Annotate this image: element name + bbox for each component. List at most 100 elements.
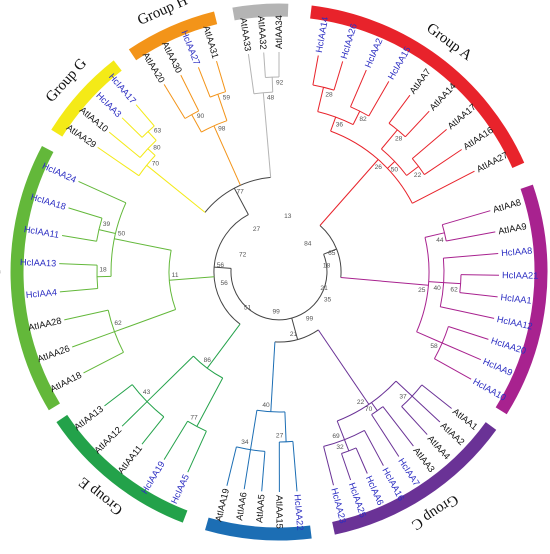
branch-radial (198, 67, 210, 97)
leaf-label: HcIAA24 (41, 161, 78, 185)
leaf-label: HcIAA5 (169, 473, 191, 505)
branch-radial (164, 84, 185, 118)
branch-radial (164, 421, 188, 459)
leaf-label: HcIAA4 (25, 287, 57, 300)
leaf-label: HcIAA15 (386, 45, 413, 81)
leaf-label: HcIAA27 (179, 29, 202, 66)
bootstrap-value: 37 (399, 393, 407, 400)
bootstrap-value: 39 (103, 221, 111, 228)
branch-radial (188, 431, 207, 472)
branch-radial (442, 343, 481, 360)
branch-radial (72, 332, 114, 347)
branch-radial (424, 150, 461, 175)
group-label-f: Group F (0, 254, 2, 305)
leaf-label: AtIAA10 (78, 105, 110, 134)
branch-radial (422, 385, 452, 409)
leaf-label: AtIAA32 (256, 16, 268, 50)
bootstrap-value: 92 (276, 80, 284, 87)
leaf-label: AtIAA31 (201, 24, 220, 59)
branch-radial (114, 239, 171, 250)
leaf-label: HcIAA14 (314, 16, 330, 53)
bootstrap-value: 86 (204, 357, 212, 364)
leaf-label: AtIAA26 (36, 343, 71, 364)
bootstrap-value: 65 (328, 250, 336, 257)
branch-radial (461, 275, 499, 276)
bootstrap-value: 18 (99, 266, 107, 273)
leaf-label: AtIAA8 (492, 197, 522, 215)
bootstrap-value: 58 (430, 343, 438, 350)
branch-radial (64, 310, 108, 320)
bootstrap-value: 27 (276, 433, 284, 440)
branch-radial (318, 330, 369, 405)
branch-arc (188, 421, 207, 431)
bootstrap-value: 63 (154, 128, 162, 135)
branch-radial (227, 447, 237, 486)
bootstrap-value: 62 (450, 287, 458, 294)
branch-radial (442, 211, 490, 225)
branch-radial (59, 264, 97, 266)
branch-radial (105, 385, 133, 406)
branch-radial (271, 342, 275, 412)
leaf-label: HcIAA19 (139, 459, 166, 495)
branch-radial (417, 332, 443, 343)
bootstrap-value: 11 (172, 272, 179, 279)
leaf-label: AtIAA33 (238, 17, 253, 52)
branch-radial (448, 327, 488, 340)
branch-radial (320, 160, 378, 226)
leaf-label: AtIAA18 (49, 370, 84, 394)
leaf-label: HcIAA1 (500, 292, 532, 305)
bootstrap-value: 32 (336, 444, 344, 451)
leaf-label: HcIAA8 (501, 246, 533, 259)
bootstrap-value: 70 (152, 161, 160, 168)
leaf-label: HcIAA12 (496, 314, 534, 331)
leaf-label: HcIAA18 (30, 192, 68, 212)
branch-radial (372, 403, 378, 411)
bootstrap-value: 40 (434, 285, 442, 292)
branch-radial (341, 278, 429, 286)
leaf-label: HcIAA26 (339, 22, 359, 60)
bootstrap-value: 25 (418, 287, 426, 294)
bootstrap-value: 77 (190, 415, 198, 422)
leaf-label: HcIAA6 (364, 474, 386, 507)
branch-radial (136, 105, 154, 126)
bootstrap-value: 34 (241, 439, 249, 446)
bootstrap-value: 69 (332, 433, 340, 440)
leaf-label: AtIAA9 (497, 221, 527, 236)
bootstrap-value: 99 (273, 308, 281, 315)
branch-radial (285, 412, 286, 442)
branch-radial (389, 95, 410, 123)
branch-radial (460, 293, 498, 297)
leaf-label: HcIAA22 (292, 494, 305, 531)
leaf-label: AtIAA29 (65, 122, 98, 149)
branch-radial (444, 283, 461, 284)
branch-radial (440, 307, 494, 319)
leaf-label: HcIAA20 (490, 336, 528, 357)
leaf-label: AtIAA30 (160, 40, 184, 75)
branch-arc (342, 448, 357, 454)
branch-radial (264, 53, 266, 78)
leaf-label: HcIAA2 (363, 37, 385, 70)
leaf-label: AtIAA27 (475, 150, 510, 174)
branch-radial (324, 446, 334, 485)
bootstrap-value: 43 (143, 389, 151, 396)
bootstrap-value: 22 (414, 172, 422, 179)
leaf-label: AtIAA20 (141, 51, 167, 85)
leaf-label: AtIAA3 (411, 445, 436, 474)
leaf-label: HcIAA21 (502, 270, 538, 281)
bootstrap-value: 27 (253, 226, 261, 233)
leaf-label: AtIAA16 (461, 125, 495, 152)
leaf-label: HcIAA13 (20, 257, 57, 268)
leaf-label: AtIAA17 (446, 102, 478, 131)
branch-layer (59, 52, 499, 492)
bootstrap-value: 50 (118, 230, 126, 237)
leaf-label: AtIAA34 (274, 15, 284, 49)
bootstrap-value: 82 (359, 116, 367, 123)
bootstrap-value: 51 (244, 305, 252, 312)
bootstrap-value: 48 (267, 95, 275, 102)
branch-radial (446, 232, 495, 241)
bootstrap-value: 70 (365, 406, 373, 413)
leaf-label: AtIAA6 (234, 491, 248, 521)
leaf-label: HcIAA25 (347, 481, 368, 519)
bootstrap-value: 21 (290, 331, 298, 338)
branch-radial (364, 430, 383, 465)
